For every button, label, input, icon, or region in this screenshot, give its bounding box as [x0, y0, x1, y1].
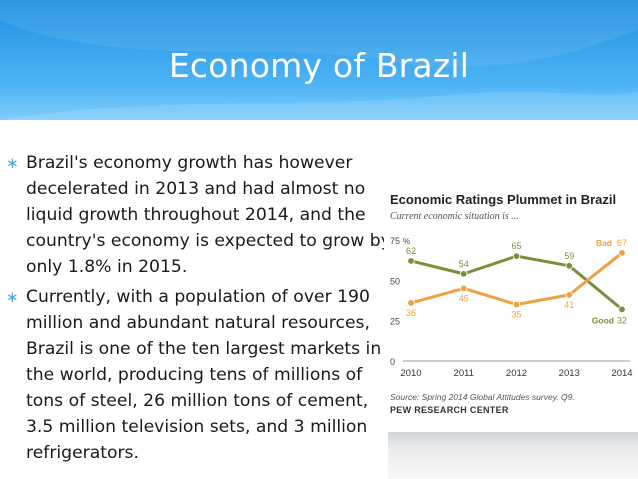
- y-tick-label: 50: [390, 276, 400, 286]
- chart-org: PEW RESEARCH CENTER: [390, 405, 509, 415]
- data-point-bad: [407, 299, 415, 307]
- header-swoosh-decoration: [0, 0, 638, 120]
- data-label-good: 59: [564, 251, 574, 261]
- bullet-text-2: Currently, with a population of over 190…: [26, 287, 382, 463]
- data-label-bad: 45: [459, 293, 469, 303]
- data-point-bad: [565, 291, 573, 299]
- legend-label-good: Good: [592, 315, 614, 325]
- chart-source: Source: Spring 2014 Global Attitudes sur…: [390, 392, 575, 402]
- data-point-bad: [512, 300, 521, 309]
- data-label-good: 62: [406, 246, 416, 256]
- x-tick-label: 2011: [454, 368, 474, 379]
- data-label-bad: 36: [406, 308, 416, 318]
- bullet-marker: ∗: [6, 288, 19, 306]
- slide-header: [0, 0, 638, 120]
- data-label-good: 32: [617, 315, 627, 325]
- x-tick-label: 2010: [400, 368, 421, 379]
- chart-panel: 0 25 50 75% 2010 2011 2012 2013 2014 62 54 65 59 32 36…: [384, 180, 638, 420]
- y-tick-label: 25: [390, 317, 400, 327]
- data-label-good: 65: [511, 241, 521, 251]
- bullet-marker: ∗: [6, 154, 19, 172]
- data-point-good: [618, 305, 626, 314]
- chart-reflection: [388, 432, 638, 479]
- bullet-text-1: Brazil's economy growth has however dece…: [26, 153, 391, 277]
- data-point-good: [407, 257, 415, 265]
- data-label-bad: 35: [511, 310, 521, 320]
- x-tick-label: 2013: [559, 368, 580, 379]
- chart-title: Economic Ratings Plummet in Brazil: [390, 192, 617, 207]
- data-point-bad: [460, 284, 468, 293]
- legend-label-bad: Bad: [596, 238, 612, 248]
- x-tick-label: 2014: [611, 368, 632, 379]
- data-point-bad: [618, 249, 626, 257]
- data-point-good: [460, 270, 468, 278]
- data-point-good: [512, 252, 521, 260]
- y-unit-label: %: [403, 237, 410, 246]
- data-label-bad: 67: [617, 238, 627, 248]
- chart-subtitle: Current economic situation is ...: [390, 211, 519, 222]
- bullet-item: ∗ Currently, with a population of over 1…: [6, 284, 398, 466]
- series-line-bad: [409, 251, 624, 307]
- slide-title: Economy of Brazil: [168, 46, 470, 85]
- line-chart: 0 25 50 75 % 2010 2011 2012 2013 2014 62 54 65 59 32 36…: [390, 236, 633, 379]
- data-point-good: [565, 262, 573, 270]
- bullet-item: ∗ Brazil's economy growth has however de…: [6, 150, 398, 280]
- y-tick-label: 0: [390, 357, 395, 367]
- data-label-good: 54: [459, 259, 469, 269]
- bullet-list: ∗ Brazil's economy growth has however de…: [6, 150, 398, 470]
- y-tick-label: 75: [390, 236, 400, 246]
- data-label-bad: 41: [564, 300, 574, 310]
- x-tick-label: 2012: [506, 368, 527, 379]
